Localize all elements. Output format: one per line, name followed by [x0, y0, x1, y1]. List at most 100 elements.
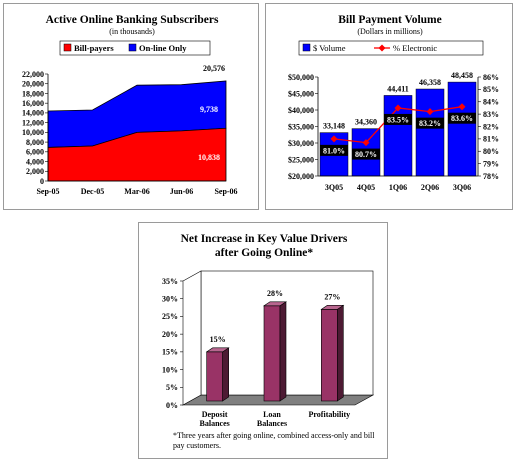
plot-area: $20,000 $25,000 $30,000 $35,000 $40,000 $45,0…: [288, 71, 499, 192]
bill-payers-annotation: 10,838: [198, 153, 220, 162]
y2-tick-label: 78%: [483, 172, 499, 181]
chart-title-line2: after Going Online*: [215, 247, 313, 259]
bar-value-label: 27%: [324, 292, 340, 301]
electronic-label-bg: [384, 113, 412, 125]
subscribers-chart-panel: Active Online Banking Subscribers (in th…: [3, 3, 259, 210]
y-tick-label: 2,000: [26, 167, 44, 176]
electronic-label-bg: [320, 144, 348, 156]
legend-marker-electronic: [378, 44, 386, 52]
bar-side: [279, 301, 287, 402]
x-tick-label: Loan: [263, 410, 281, 419]
bar-value-label: 15%: [210, 335, 226, 344]
legend-label-volume: $ Volume: [313, 43, 346, 53]
x-tick-label: Jun-06: [170, 187, 194, 196]
y-tick-label: 15%: [162, 348, 178, 357]
legend-box: [298, 40, 484, 56]
bar-front: [263, 305, 281, 402]
legend-swatch-online-only: [128, 43, 137, 52]
electronic-value-label: 83.2%: [419, 119, 441, 128]
electronic-point: [362, 139, 370, 147]
electronic-label-bg: [416, 117, 444, 129]
x-tick-label: 2Q06: [421, 183, 439, 192]
electronic-value-label: 81.0%: [323, 146, 345, 155]
electronic-point: [458, 103, 466, 111]
y-tick-label: $35,000: [288, 122, 314, 131]
electronic-value-label: 83.6%: [451, 114, 473, 123]
electronic-point: [394, 104, 402, 112]
side-wall: [182, 270, 202, 406]
legend-swatch-volume: [302, 43, 311, 52]
total-annotation: 20,576: [203, 64, 225, 73]
bar-value-label: 48,458: [451, 71, 473, 80]
y-tick-label: 16,000: [22, 99, 44, 108]
x-tick-label-line2: Balances: [200, 419, 230, 428]
x-tick-label: Dec-05: [81, 187, 105, 196]
legend-label-electronic: % Electronic: [393, 43, 437, 53]
x-tick-label-line2: Balances: [257, 419, 287, 428]
electronic-value-label: 83.5%: [387, 115, 409, 124]
y-tick-label: 10,000: [22, 128, 44, 137]
y2-tick-label: 85%: [483, 85, 499, 94]
y2-tick-label: 82%: [483, 122, 499, 131]
electronic-value-label: 80.7%: [355, 150, 377, 159]
y-tick-label: $50,000: [288, 73, 314, 82]
y2-tick-label: 83%: [483, 110, 499, 119]
bar-value-label: 33,148: [323, 122, 345, 131]
chart-subtitle: (Dollars in millions): [357, 27, 423, 36]
bill-payment-chart-panel: Bill Payment Volume (Dollars in millions…: [265, 3, 513, 210]
chart-title: Net Increase in Key Value Drivers: [181, 233, 348, 245]
bar-front: [321, 309, 338, 402]
y-tick-label: $45,000: [288, 89, 314, 98]
chart-title: Active Online Banking Subscribers: [46, 14, 219, 26]
y2-tick-label: 81%: [483, 135, 499, 144]
bar-value-label: 46,358: [419, 78, 441, 87]
y-tick-label: 4,000: [26, 157, 44, 166]
back-wall: [200, 270, 374, 396]
x-tick-label: Sep-06: [214, 187, 237, 196]
bar-front: [206, 351, 223, 402]
y2-tick-label: 79%: [483, 159, 499, 168]
electronic-point: [330, 135, 338, 143]
bar-side: [222, 347, 229, 402]
electronic-label-bg: [448, 112, 476, 124]
x-tick-label: Sep-05: [36, 187, 59, 196]
y2-tick-label: 84%: [483, 98, 499, 107]
subscribers-chart: Active Online Banking Subscribers (in th…: [22, 14, 238, 196]
x-tick-label: 3Q06: [453, 183, 471, 192]
legend-swatch-bill-payers: [63, 43, 72, 52]
x-tick-label: 3Q05: [325, 183, 343, 192]
bar-side: [337, 304, 344, 402]
bar-top: [263, 301, 287, 307]
y-tick-label: $25,000: [288, 155, 314, 164]
y-tick-label: 5%: [166, 383, 178, 392]
y-tick-label: $30,000: [288, 139, 314, 148]
value-drivers-chart-panel: Net Increase in Key Value Drivers after …: [138, 222, 388, 459]
y-tick-label: 22,000: [22, 70, 44, 79]
legend-label-bill-payers: Bill-payers: [74, 43, 114, 53]
y-tick-label: 14,000: [22, 109, 44, 118]
plot-area: 02,0004,0006,0008,00010,00012,00014,0001…: [22, 70, 238, 196]
x-tick-label: 1Q06: [389, 183, 407, 192]
x-tick-label: Deposit: [202, 410, 228, 419]
x-tick-label: 4Q05: [357, 183, 375, 192]
bar-top: [205, 347, 230, 353]
legend-label-online-only: On-line Only: [139, 43, 187, 53]
y-tick-label: 25%: [162, 312, 178, 321]
online-only-annotation: 9,738: [200, 105, 218, 114]
bar-value-label: 44,411: [387, 84, 409, 93]
bar-value-label: 34,360: [355, 118, 377, 127]
y2-tick-label: 86%: [483, 73, 499, 82]
bar: [415, 88, 445, 177]
y-tick-label: 35%: [162, 277, 178, 286]
bar: [447, 81, 477, 177]
y-tick-label: 20%: [162, 330, 178, 339]
x-tick-label: Mar-06: [124, 187, 149, 196]
bar-top: [320, 305, 345, 310]
y-tick-label: 0%: [166, 401, 178, 410]
y-tick-label: 6,000: [26, 148, 44, 157]
chart-title: Bill Payment Volume: [338, 14, 442, 26]
bill-payment-chart: Bill Payment Volume (Dollars in millions…: [288, 14, 499, 192]
y-tick-label: 10%: [162, 365, 178, 374]
y2-tick-label: 80%: [483, 147, 499, 156]
bar-value-label: 28%: [267, 289, 283, 298]
